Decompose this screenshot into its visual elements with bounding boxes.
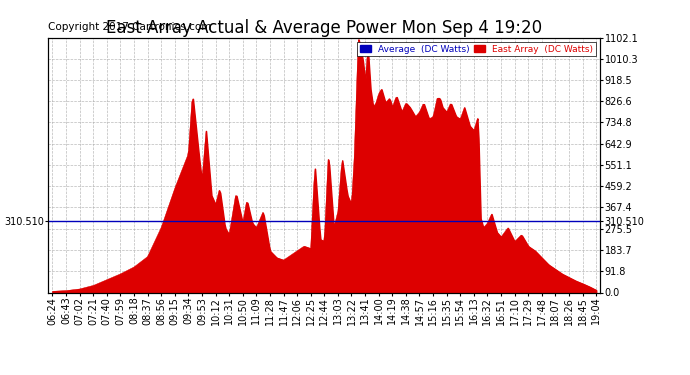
Legend: Average  (DC Watts), East Array  (DC Watts): Average (DC Watts), East Array (DC Watts… [357,42,595,56]
Text: Copyright 2017 Cartronics.com: Copyright 2017 Cartronics.com [48,22,212,32]
Title: East Array Actual & Average Power Mon Sep 4 19:20: East Array Actual & Average Power Mon Se… [106,20,542,38]
